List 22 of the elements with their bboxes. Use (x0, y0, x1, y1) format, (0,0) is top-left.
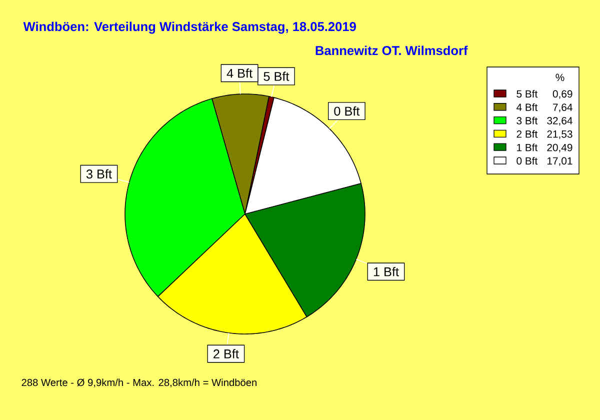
chart-title: Windböen: Verteilung Windstärke Samstag, 18.05.2019 (23, 22, 356, 34)
text: 288 Werte - Ø 9,9km/h - Max. 28,8km/h = Windböen (22, 378, 256, 388)
legend-label: 5 Bft (516, 90, 538, 98)
legend-label: 3 Bft (516, 116, 538, 124)
legend-label: 0 Bft (516, 156, 538, 165)
slice-label: 5 Bft (264, 72, 290, 81)
slice-label: 2 Bft (214, 349, 239, 358)
data-label: 17,01 (548, 157, 572, 166)
data-label: 32,64 (547, 117, 572, 126)
data-label: 20,49 (547, 144, 572, 152)
slice-label: 1 Bft (374, 266, 399, 276)
legend-label: 1 Bft (517, 144, 538, 152)
legend-title: % (556, 74, 564, 82)
slice-label: 4 Bft (226, 68, 252, 78)
data-label: 0,69 (552, 90, 572, 99)
slice-label: 0 Bft (334, 106, 360, 116)
slice-label: 3 Bft (86, 169, 112, 179)
legend-label: 4 Bft (516, 103, 538, 111)
legend-label: 2 Bft (516, 130, 538, 138)
chart-subtitle: Bannewitz OT. Wilmsdorf (316, 46, 468, 56)
data-label: 21,53 (547, 130, 572, 140)
data-label: 7,64 (553, 104, 572, 112)
